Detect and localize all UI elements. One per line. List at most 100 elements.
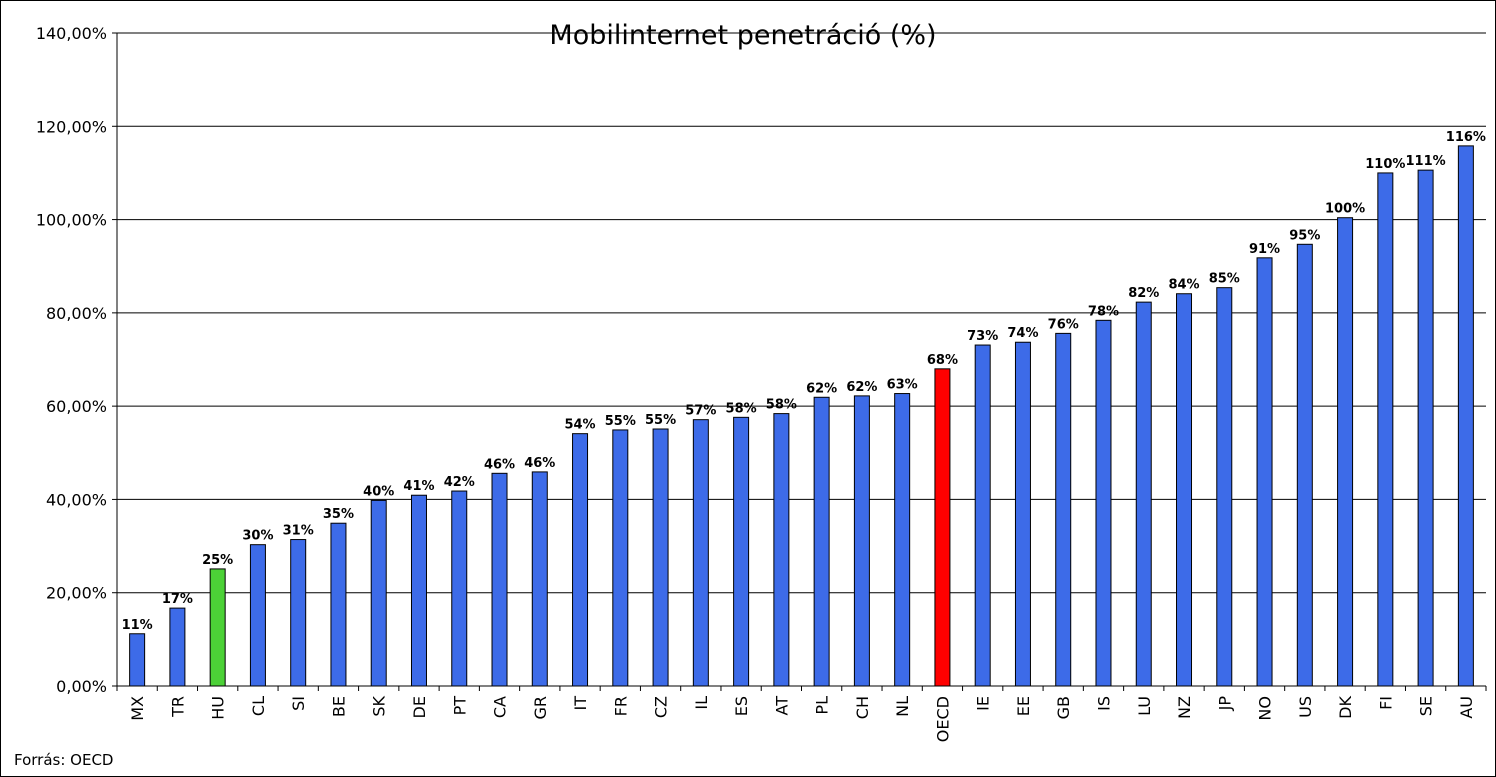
bar-ca bbox=[491, 472, 508, 687]
x-tick-label-pt: PT bbox=[450, 696, 469, 716]
x-tick-label-it: IT bbox=[571, 696, 590, 711]
bars bbox=[129, 145, 1474, 687]
data-label-ie: 73% bbox=[967, 329, 998, 344]
bar-us bbox=[1296, 243, 1313, 687]
y-tick-label: 100,00% bbox=[36, 211, 107, 230]
x-tick-label-tr: TR bbox=[168, 696, 187, 718]
x-tick-label-ch: CH bbox=[853, 696, 872, 719]
x-tick-label-gr: GR bbox=[531, 696, 550, 720]
data-label-il: 57% bbox=[685, 404, 716, 419]
data-label-de: 41% bbox=[403, 479, 434, 494]
bar-ch bbox=[853, 395, 870, 687]
x-tick-label-cz: CZ bbox=[652, 696, 671, 718]
data-label-au: 116% bbox=[1446, 130, 1486, 145]
chart-title: Mobilinternet penetráció (%) bbox=[549, 20, 936, 51]
bar-es bbox=[733, 416, 750, 687]
bar-de bbox=[410, 494, 427, 687]
data-label-no: 91% bbox=[1249, 242, 1280, 257]
x-tick-label-hu: HU bbox=[209, 696, 228, 720]
data-label-is: 78% bbox=[1088, 304, 1119, 319]
y-tick-label: 120,00% bbox=[36, 117, 107, 136]
bar-au bbox=[1457, 145, 1474, 687]
data-label-at: 58% bbox=[766, 398, 797, 413]
data-label-ee: 74% bbox=[1007, 326, 1038, 341]
bar-dk bbox=[1337, 217, 1354, 687]
data-label-mx: 11% bbox=[122, 618, 153, 633]
axes bbox=[116, 33, 1486, 687]
y-tick-label: 80,00% bbox=[46, 304, 107, 323]
x-tick-label-oecd: OECD bbox=[933, 696, 952, 742]
bar-fr bbox=[612, 429, 629, 687]
data-label-oecd: 68% bbox=[927, 353, 958, 368]
bar-ee bbox=[1014, 341, 1031, 687]
bar-is bbox=[1095, 319, 1112, 687]
bar-nz bbox=[1176, 293, 1193, 687]
data-label-gr: 46% bbox=[524, 456, 555, 471]
data-labels: 11% 17% 25% 30% 31% 35% 40% 41% 42% 46% 46% 54% 55% 5… bbox=[122, 130, 1486, 633]
data-label-dk: 100% bbox=[1325, 202, 1365, 217]
data-label-gb: 76% bbox=[1048, 317, 1079, 332]
x-tick-label-is: IS bbox=[1094, 696, 1113, 711]
bar-pl bbox=[813, 396, 830, 687]
gridlines bbox=[117, 32, 1486, 594]
data-label-tr: 17% bbox=[162, 592, 193, 607]
bar-cl bbox=[249, 544, 266, 687]
bar-tr bbox=[169, 607, 186, 687]
bar-nl bbox=[894, 393, 911, 687]
data-label-us: 95% bbox=[1289, 228, 1320, 243]
data-label-ca: 46% bbox=[484, 457, 515, 472]
bar-sk bbox=[370, 499, 387, 687]
x-tick-label-cl: CL bbox=[249, 696, 268, 716]
x-tick-label-au: AU bbox=[1457, 696, 1476, 719]
bar-il bbox=[692, 419, 709, 687]
data-label-cz: 55% bbox=[645, 413, 676, 428]
source-note: Forrás: OECD bbox=[14, 751, 114, 769]
bar-lu bbox=[1135, 301, 1152, 687]
bar-si bbox=[290, 539, 307, 687]
y-tick-label: 0,00% bbox=[56, 677, 107, 696]
x-tick-label-gb: GB bbox=[1054, 696, 1073, 719]
x-tick-label-us: US bbox=[1296, 696, 1315, 718]
data-label-es: 58% bbox=[726, 401, 757, 416]
x-tick-label-ca: CA bbox=[491, 696, 510, 718]
bar-hu bbox=[209, 568, 226, 687]
data-label-se: 111% bbox=[1406, 154, 1446, 169]
bar-gr bbox=[531, 471, 548, 687]
bar-it bbox=[572, 433, 589, 687]
x-tick-label-lu: LU bbox=[1135, 696, 1154, 716]
y-tick-label: 20,00% bbox=[46, 584, 107, 603]
data-label-ch: 62% bbox=[846, 380, 877, 395]
x-tick-label-nz: NZ bbox=[1175, 696, 1194, 719]
x-tick-label-si: SI bbox=[289, 696, 308, 711]
data-label-lu: 82% bbox=[1128, 286, 1159, 301]
y-tick-label: 40,00% bbox=[46, 490, 107, 509]
x-tick-label-mx: MX bbox=[128, 696, 147, 721]
data-label-cl: 30% bbox=[242, 529, 273, 544]
y-tick-label: 140,00% bbox=[36, 24, 107, 43]
data-label-it: 54% bbox=[564, 418, 595, 433]
x-tick-label-sk: SK bbox=[370, 696, 389, 717]
bar-be bbox=[330, 522, 347, 687]
x-tick-label-es: ES bbox=[732, 696, 751, 716]
x-tick-label-de: DE bbox=[410, 696, 429, 718]
data-label-si: 31% bbox=[283, 524, 314, 539]
x-axis-ticks: MX TR HU CL SI BE SK DE PT CA GR IT FR CZ IL ES AT PL CH NL… bbox=[116, 686, 1487, 742]
x-tick-label-ee: EE bbox=[1014, 696, 1033, 716]
data-label-sk: 40% bbox=[363, 484, 394, 499]
x-tick-label-il: IL bbox=[692, 696, 711, 710]
x-tick-label-no: NO bbox=[1256, 696, 1275, 721]
y-axis-ticks: 0,00% 20,00% 40,00% 60,00% 80,00% 100,00% 120,… bbox=[36, 24, 117, 696]
data-label-nl: 63% bbox=[887, 378, 918, 393]
data-label-nz: 84% bbox=[1168, 278, 1199, 293]
x-tick-label-jp: JP bbox=[1215, 696, 1234, 712]
bar-se bbox=[1417, 169, 1434, 687]
x-tick-label-fi: FI bbox=[1376, 696, 1395, 710]
data-label-pl: 62% bbox=[806, 381, 837, 396]
data-label-jp: 85% bbox=[1209, 272, 1240, 287]
data-label-hu: 25% bbox=[202, 553, 233, 568]
data-label-fr: 55% bbox=[605, 414, 636, 429]
x-tick-label-be: BE bbox=[329, 696, 348, 717]
bar-pt bbox=[451, 490, 468, 687]
